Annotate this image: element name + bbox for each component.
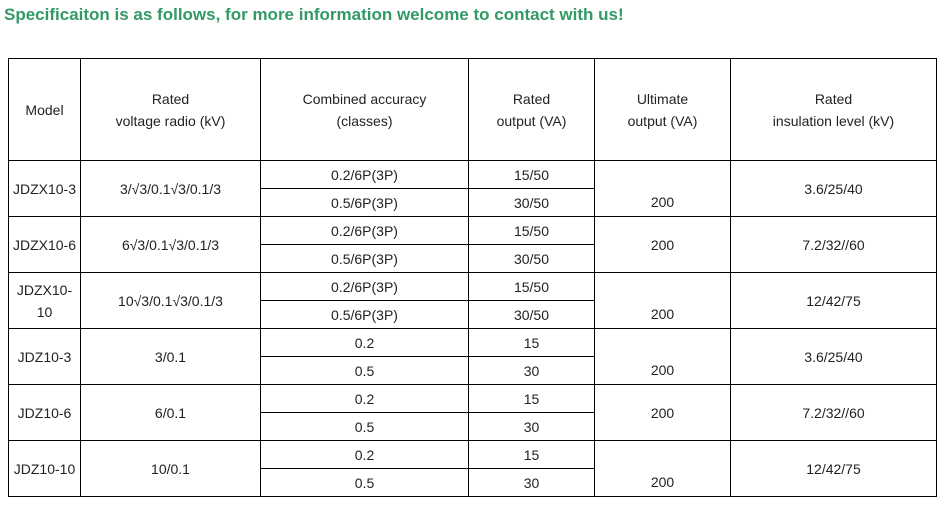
accuracy-cell: 0.2/6P(3P)	[260, 160, 469, 189]
accuracy-cell: 0.2/6P(3P)	[260, 216, 469, 245]
table-row: JDZX10-3 3/√3/0.1√3/0.1/3 0.2/6P(3P) 15/…	[8, 160, 937, 217]
header-ultimate: Ultimate output (VA)	[594, 58, 731, 161]
header-output-line-1: Rated	[512, 90, 551, 107]
header-output: Rated output (VA)	[468, 58, 595, 161]
ultimate-cell-empty	[594, 328, 731, 357]
output-cell: 15	[468, 328, 595, 357]
accuracy-cell: 0.5	[260, 468, 469, 497]
insulation-cell: 3.6/25/40	[730, 160, 937, 217]
insulation-cell: 7.2/32//60	[730, 216, 937, 273]
ultimate-cell: 200	[594, 188, 731, 217]
output-cell: 15/50	[468, 160, 595, 189]
header-output-line-2: output (VA)	[496, 112, 567, 129]
specification-table: Model Rated voltage radio (kV) Combined …	[8, 58, 937, 497]
accuracy-cell: 0.5	[260, 356, 469, 385]
output-cell: 30/50	[468, 188, 595, 217]
header-voltage-line-1: Rated	[151, 90, 190, 107]
model-cell: JDZ10-10	[8, 440, 81, 497]
header-accuracy-line-2: (classes)	[336, 112, 393, 129]
table-row: 0.5 30 200	[9, 356, 937, 385]
header-insulation-line-1: Rated	[814, 90, 853, 107]
ultimate-cell-empty	[594, 160, 731, 189]
model-cell: JDZX10-6	[8, 216, 81, 273]
voltage-cell: 6/0.1	[80, 384, 261, 441]
ultimate-cell: 200	[594, 384, 731, 441]
voltage-cell: 3/√3/0.1√3/0.1/3	[80, 160, 261, 217]
output-cell: 15/50	[468, 272, 595, 301]
table-row: 0.5 30	[9, 412, 937, 441]
table-row: JDZ10-10 10/0.1 0.2 15 12/42/75	[8, 440, 937, 497]
accuracy-cell: 0.2/6P(3P)	[260, 272, 469, 301]
output-cell: 30	[468, 468, 595, 497]
header-accuracy-line-1: Combined accuracy	[302, 90, 427, 107]
output-cell: 15/50	[468, 216, 595, 245]
output-cell: 15	[468, 440, 595, 469]
output-cell: 15	[468, 384, 595, 413]
table-row: 0.5 30 200	[9, 468, 937, 497]
output-cell: 30/50	[468, 244, 595, 273]
voltage-cell: 3/0.1	[80, 328, 261, 385]
table-row: JDZ10-3 3/0.1 0.2 15 3.6/25/40	[8, 328, 937, 385]
output-cell: 30/50	[468, 300, 595, 329]
accuracy-cell: 0.2	[260, 384, 469, 413]
insulation-cell: 12/42/75	[730, 440, 937, 497]
page-heading: Specificaiton is as follows, for more in…	[4, 5, 624, 24]
ultimate-cell: 200	[594, 216, 731, 273]
ultimate-cell-empty	[594, 272, 731, 301]
accuracy-cell: 0.2	[260, 328, 469, 357]
voltage-cell: 10√3/0.1√3/0.1/3	[80, 272, 261, 329]
header-voltage: Rated voltage radio (kV)	[80, 58, 261, 161]
header-row: Model Rated voltage radio (kV) Combined …	[8, 58, 937, 161]
header-insulation: Rated insulation level (kV)	[730, 58, 937, 161]
accuracy-cell: 0.5/6P(3P)	[260, 188, 469, 217]
voltage-cell: 6√3/0.1√3/0.1/3	[80, 216, 261, 273]
ultimate-cell: 200	[594, 468, 731, 497]
header-ultimate-line-1: Ultimate	[636, 90, 689, 107]
table-row: JDZX10-6 6√3/0.1√3/0.1/3 0.2/6P(3P) 15/5…	[8, 216, 937, 273]
insulation-cell: 12/42/75	[730, 272, 937, 329]
output-cell: 30	[468, 356, 595, 385]
header-voltage-line-2: voltage radio (kV)	[115, 112, 226, 129]
insulation-cell: 3.6/25/40	[730, 328, 937, 385]
accuracy-cell: 0.5/6P(3P)	[260, 244, 469, 273]
voltage-cell: 10/0.1	[80, 440, 261, 497]
model-cell: JDZX10-3	[8, 160, 81, 217]
output-cell: 30	[468, 412, 595, 441]
insulation-cell: 7.2/32//60	[730, 384, 937, 441]
header-accuracy: Combined accuracy (classes)	[260, 58, 469, 161]
ultimate-cell: 200	[594, 300, 731, 329]
header-ultimate-line-2: output (VA)	[627, 112, 698, 129]
ultimate-cell: 200	[594, 356, 731, 385]
ultimate-cell-empty	[594, 440, 731, 469]
table-row: JDZ10-6 6/0.1 0.2 15 200 7.2/32//60	[8, 384, 937, 441]
accuracy-cell: 0.5	[260, 412, 469, 441]
model-cell: JDZ10-3	[8, 328, 81, 385]
model-cell: JDZ10-6	[8, 384, 81, 441]
accuracy-cell: 0.2	[260, 440, 469, 469]
accuracy-cell: 0.5/6P(3P)	[260, 300, 469, 329]
table-row: JDZX10-10 10√3/0.1√3/0.1/3 0.2/6P(3P) 15…	[8, 272, 937, 329]
model-cell: JDZX10-10	[8, 272, 81, 329]
header-insulation-line-2: insulation level (kV)	[772, 112, 895, 129]
header-model: Model	[8, 58, 81, 161]
